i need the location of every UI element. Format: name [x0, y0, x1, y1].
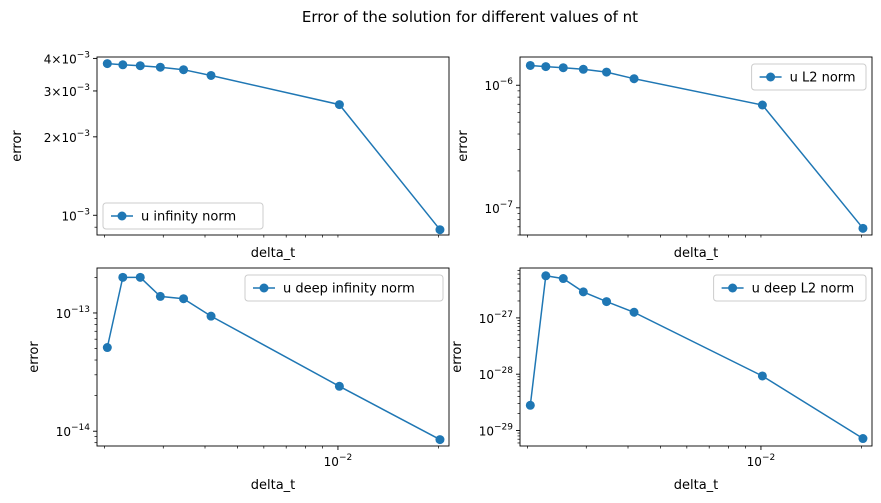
data-point: [602, 297, 612, 307]
y-tick-label: 10−29: [479, 422, 514, 438]
axes-frame: [519, 56, 873, 236]
x-tick-label: 10−2: [747, 453, 776, 469]
data-point: [334, 100, 344, 110]
data-point: [858, 434, 868, 444]
data-point: [602, 67, 612, 77]
y-tick-label: 2×10−3: [44, 129, 90, 145]
legend-box: [751, 63, 867, 91]
data-point: [179, 294, 189, 304]
legend-label: u deep infinity norm: [283, 282, 415, 297]
x-axis-label: delta_t: [251, 478, 296, 493]
legend-box: [102, 202, 264, 230]
axes-frame: [519, 267, 873, 447]
subplot-2: 10−7 10−6 delta_t error u L2 norm: [456, 56, 873, 261]
data-point: [206, 70, 216, 80]
legend-box: [244, 274, 444, 302]
legend-marker-swatch: [728, 283, 738, 293]
data-point: [118, 60, 128, 70]
axes-frame: [96, 56, 450, 236]
legend-marker-swatch: [766, 72, 776, 82]
y-axis-label: error: [450, 341, 465, 373]
legend-marker-swatch: [117, 211, 127, 221]
subplot-4: 10−2 10−29 10−28 10−27 delta_t error u deep L2…: [450, 267, 873, 493]
data-point: [558, 274, 568, 284]
x-tick-label: 10−2: [324, 453, 353, 469]
y-tick-label: 4×10−3: [44, 50, 90, 66]
data-point: [155, 62, 165, 72]
y-tick-label: 10−13: [56, 305, 90, 321]
data-point: [558, 63, 568, 73]
x-axis-label: delta_t: [251, 246, 296, 261]
data-point: [135, 61, 145, 71]
data-point: [757, 371, 767, 381]
legend: u deep L2 norm: [713, 274, 867, 302]
x-axis-label: delta_t: [674, 478, 719, 493]
y-tick-label: 10−3: [61, 207, 90, 223]
data-point: [334, 381, 344, 391]
data-point: [858, 223, 868, 233]
data-point: [578, 64, 588, 74]
y-tick-label: 10−27: [479, 310, 513, 326]
data-point: [206, 311, 216, 321]
y-axis-label: error: [10, 130, 25, 162]
data-point: [102, 59, 112, 69]
data-point: [102, 343, 112, 353]
data-point: [435, 435, 445, 445]
data-point: [435, 225, 445, 235]
x-axis-label: delta_t: [674, 246, 719, 261]
legend: u L2 norm: [751, 63, 867, 91]
legend-label: u L2 norm: [790, 71, 856, 86]
axes-frame: [96, 267, 450, 447]
legend: u infinity norm: [102, 202, 264, 230]
data-point: [629, 74, 639, 84]
legend-box: [713, 274, 867, 302]
data-point: [525, 400, 535, 410]
data-point: [629, 307, 639, 317]
subplot-1: 10−3 2×10−3 3×10−3 4×10−3 delta_t error u infi…: [10, 50, 450, 261]
legend-label: u deep L2 norm: [752, 282, 855, 297]
y-tick-label: 10−6: [484, 77, 513, 93]
data-point: [135, 272, 145, 282]
y-axis-label: error: [456, 130, 471, 162]
data-point: [118, 272, 128, 282]
y-tick-label: 10−7: [484, 200, 513, 216]
figure-title: Error of the solution for different valu…: [302, 8, 638, 26]
legend-marker-swatch: [259, 283, 269, 293]
legend: u deep infinity norm: [244, 274, 444, 302]
data-point: [541, 271, 551, 281]
data-point: [541, 62, 551, 72]
legend-label: u infinity norm: [141, 210, 236, 225]
y-tick-label: 10−14: [56, 423, 91, 439]
y-axis-label: error: [27, 341, 42, 373]
y-tick-label: 10−28: [479, 366, 514, 382]
data-point: [757, 100, 767, 110]
data-point: [155, 291, 165, 301]
data-point: [179, 65, 189, 75]
subplot-3: 10−2 10−14 10−13 delta_t error u deep infinit…: [27, 267, 450, 493]
data-point: [578, 287, 588, 297]
y-tick-label: 3×10−3: [44, 83, 90, 99]
data-point: [525, 60, 535, 70]
